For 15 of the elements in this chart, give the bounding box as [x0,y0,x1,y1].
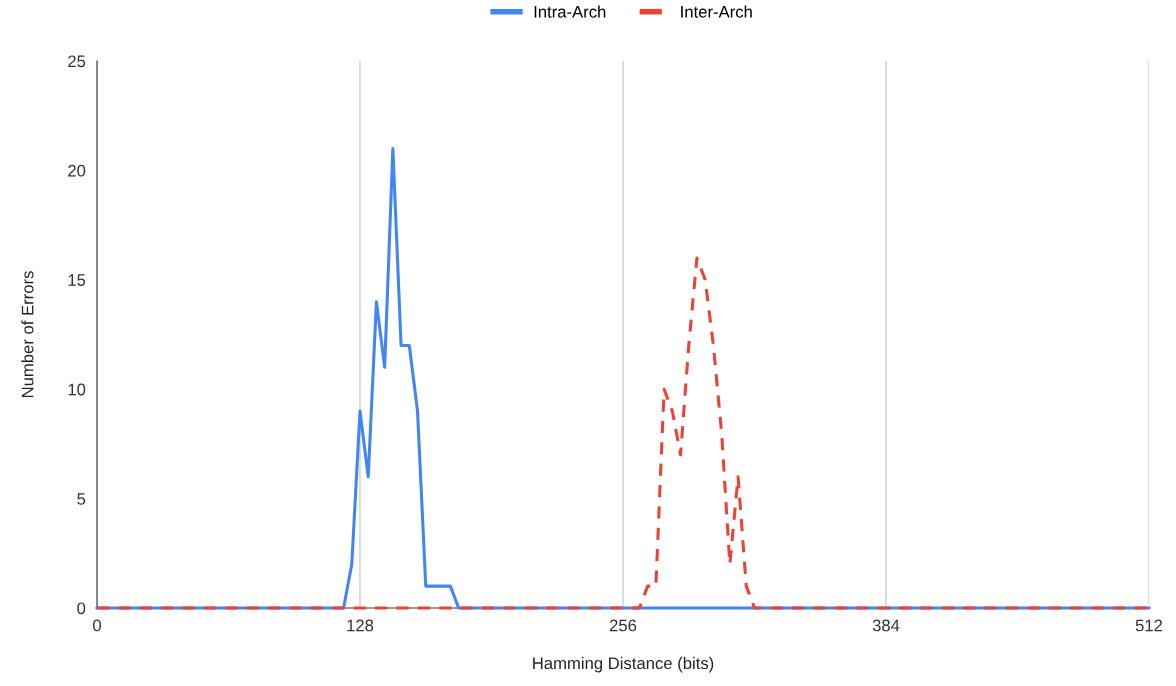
x-tick-label: 256 [609,619,637,632]
x-axis-title: Hamming Distance (bits) [533,656,714,673]
y-tick-label: 0 [77,602,86,615]
legend-label: Inter-Arch [681,5,752,18]
y-tick-label: 25 [68,55,86,68]
legend-label: Intra-Arch [534,5,606,18]
x-tick-label: 128 [347,619,374,632]
x-tick-label: 384 [872,619,900,632]
x-tick-label: 512 [1135,619,1163,632]
y-axis-title: Number of Errors [21,271,34,398]
y-tick-label: 15 [68,274,86,286]
y-tick-label: 5 [77,493,86,505]
x-tick-label: 0 [93,619,101,632]
y-tick-label: 10 [68,383,86,396]
y-tick-label: 20 [68,164,86,177]
